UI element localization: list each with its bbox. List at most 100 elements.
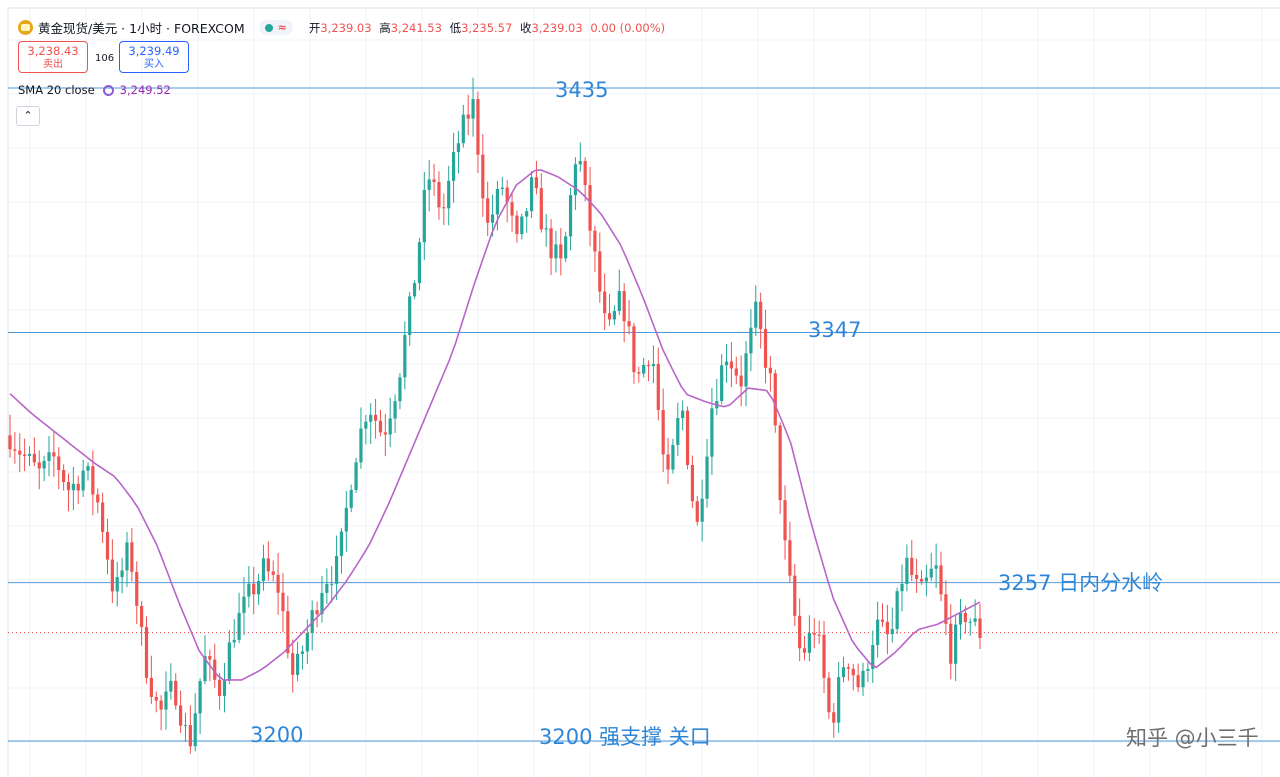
candle-body xyxy=(807,633,811,653)
horizontal-levels xyxy=(8,87,1280,742)
close-value: 3,239.03 xyxy=(531,20,583,35)
candle-body xyxy=(539,188,543,230)
open-value: 3,239.03 xyxy=(320,20,372,35)
candle-body xyxy=(398,377,402,402)
candle-body xyxy=(242,596,246,613)
candle-body xyxy=(510,202,514,216)
sma-label: SMA 20 close xyxy=(18,83,95,97)
annotation-3435: 3435 xyxy=(555,78,609,102)
candle-body xyxy=(564,236,568,259)
candle-body xyxy=(915,574,919,579)
spread-value: 106 xyxy=(95,53,115,64)
ohlc-readout: 开3,239.03 高3,241.53 低3,235.57 收3,239.03 … xyxy=(308,20,666,35)
candle-body xyxy=(47,452,51,461)
candle-body xyxy=(52,452,56,457)
sell-button[interactable]: 3,238.43 卖出 xyxy=(18,41,88,73)
candle-body xyxy=(710,408,714,457)
candle-body xyxy=(520,216,524,235)
candle-body xyxy=(354,462,358,490)
candle-body xyxy=(554,244,558,259)
sell-label: 卖出 xyxy=(43,59,63,70)
wave-icon: ≈ xyxy=(277,21,287,34)
candle-body xyxy=(359,428,363,463)
candle-body xyxy=(300,651,305,654)
candle-body xyxy=(23,454,27,456)
candle-body xyxy=(525,211,529,217)
candle-body xyxy=(607,313,612,320)
candle-body xyxy=(656,364,660,411)
candle-body xyxy=(105,531,110,560)
candle-body xyxy=(568,195,573,237)
candle-body xyxy=(159,700,163,710)
candle-body xyxy=(37,462,41,469)
candle-body xyxy=(422,189,426,243)
candle-body xyxy=(315,610,319,615)
candle-body xyxy=(412,283,417,297)
candle-body xyxy=(505,187,509,203)
market-status-pill[interactable]: ≈ xyxy=(258,20,293,35)
candle-body xyxy=(408,296,412,336)
candle-body xyxy=(632,326,636,373)
candle-body xyxy=(169,680,173,692)
refresh-icon[interactable] xyxy=(102,84,114,96)
candle-body xyxy=(890,629,894,635)
candle-body xyxy=(627,321,631,327)
candle-body xyxy=(851,668,855,676)
candle-body xyxy=(573,164,578,196)
gold-symbol-icon xyxy=(18,20,33,35)
candle-body xyxy=(320,592,324,615)
candle-body xyxy=(393,401,397,419)
candle-body xyxy=(96,494,100,503)
chart-grid xyxy=(7,7,1280,777)
candle-body xyxy=(880,619,885,622)
candle-body xyxy=(252,583,256,595)
annotation-3200-right: 3200 强支撑 关口 xyxy=(539,725,711,749)
candle-body xyxy=(646,364,651,367)
candle-body xyxy=(534,177,539,189)
candle-body xyxy=(968,621,972,623)
candle-body xyxy=(471,99,475,119)
candle-body xyxy=(661,410,665,455)
candle-body xyxy=(739,375,743,387)
candle-body xyxy=(71,483,75,491)
symbol-title[interactable]: 黄金现货/美元 · 1小时 · FOREXCOM xyxy=(38,21,245,36)
candle-body xyxy=(13,449,17,451)
candle-body xyxy=(42,460,46,469)
candle-body xyxy=(603,291,607,314)
candle-body xyxy=(188,725,192,747)
candle-body xyxy=(846,667,850,669)
candle-body xyxy=(783,500,787,541)
candle-body xyxy=(924,577,928,582)
candle-body xyxy=(174,680,178,706)
candle-body xyxy=(261,558,266,582)
candle-body xyxy=(559,244,563,259)
candle-body xyxy=(339,531,344,557)
candle-body xyxy=(939,565,943,595)
candle-body xyxy=(140,605,144,628)
candle-body xyxy=(763,328,768,368)
low-value: 3,235.57 xyxy=(461,20,513,35)
collapse-legend-button[interactable]: ⌃ xyxy=(16,106,40,126)
candle-body xyxy=(919,578,924,582)
candle-body xyxy=(247,583,251,597)
buy-button[interactable]: 3,239.49 买入 xyxy=(119,41,189,73)
candle-body xyxy=(676,418,680,445)
candle-body xyxy=(286,611,290,654)
candle-body xyxy=(705,456,709,499)
candle-body xyxy=(671,444,675,470)
high-value: 3,241.53 xyxy=(390,20,442,35)
candle-body xyxy=(578,160,582,165)
annotation-3200-left: 3200 xyxy=(250,723,304,747)
candle-body xyxy=(27,453,32,456)
candle-body xyxy=(110,559,114,592)
candle-body xyxy=(179,705,183,726)
candle-body xyxy=(383,432,387,435)
candle-body xyxy=(666,454,670,470)
sma-legend[interactable]: SMA 20 close 3,249.52 xyxy=(18,83,171,97)
candle-body xyxy=(929,568,933,578)
candle-body xyxy=(427,179,431,190)
candle-body xyxy=(973,618,977,622)
candle-body xyxy=(305,633,309,652)
candle-body xyxy=(827,677,831,713)
